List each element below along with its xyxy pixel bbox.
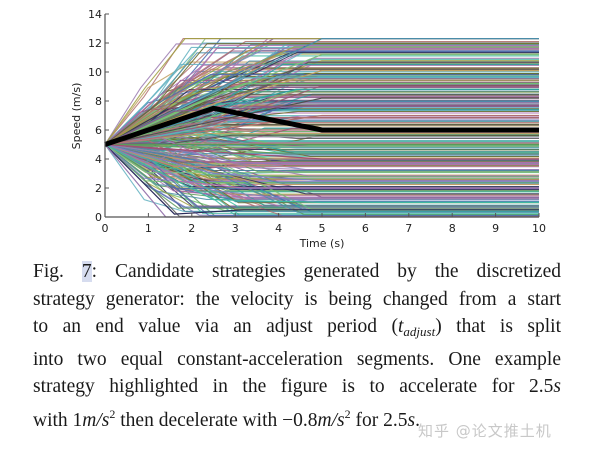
caption-line-2: strategy generator: the velocity is bein… [33, 288, 561, 310]
y-tick-label: 6 [95, 124, 102, 137]
x-tick-label: 6 [362, 222, 369, 235]
strategy-line [104, 143, 539, 182]
math-superscript: 2 [344, 406, 351, 421]
x-tick-label: 4 [275, 222, 282, 235]
math-t: t [397, 316, 404, 337]
y-tick-label: 4 [95, 153, 102, 166]
strategy-line [104, 104, 539, 146]
x-tick-label: 1 [145, 222, 152, 235]
x-tick-label: 5 [319, 222, 326, 235]
strategy-line [104, 143, 539, 155]
candidate-strategy-lines [104, 37, 539, 218]
math-superscript: 2 [109, 406, 116, 421]
caption-line-5: strategy highlighted in the figure is to… [33, 373, 561, 401]
watermark: 知乎 @论文推土机 [418, 422, 552, 440]
y-tick-label: 0 [95, 211, 102, 224]
strategy-line [104, 143, 539, 178]
highlighted-strategy-line [104, 105, 539, 147]
caption-line-1: Fig. 7: Candidate strategies generated b… [33, 258, 561, 286]
caption-text: . [415, 409, 420, 431]
caption-text: with 1 [33, 409, 83, 431]
highlighted-strategy [104, 105, 539, 147]
x-tick-label: 3 [232, 222, 239, 235]
caption-text: then decelerate with −0.8 [115, 409, 318, 431]
y-tick-label: 14 [88, 8, 102, 21]
strategy-line [104, 143, 539, 208]
math-s: s [553, 376, 561, 397]
strategy-line [104, 114, 539, 146]
strategy-line [104, 144, 539, 183]
caption-text: ) that is split [435, 316, 561, 337]
x-axis-label: Time (s) [299, 237, 345, 250]
math-unit: m/s [82, 409, 110, 431]
y-tick-label: 12 [88, 37, 102, 50]
math-subscript-adjust: adjust [403, 324, 436, 339]
caption-text: to an end value via an adjust period ( [33, 316, 398, 337]
strategy-line [104, 143, 539, 213]
math-unit: m/s [317, 409, 345, 431]
strategy-line [104, 144, 539, 181]
x-tick-label: 0 [102, 222, 109, 235]
strategy-line [104, 64, 539, 145]
y-axis-label: Speed (m/s) [70, 83, 83, 150]
y-tick-label: 2 [95, 182, 102, 195]
strategy-line [104, 143, 539, 160]
strategy-line [104, 143, 539, 154]
strategy-line [104, 82, 539, 146]
strategy-line [104, 144, 539, 215]
strategy-line [104, 143, 539, 204]
x-tick-label: 10 [532, 222, 546, 235]
figure-caption: Fig. 7: Candidate strategies generated b… [33, 258, 561, 434]
caption-text: for 2.5 [350, 409, 408, 431]
math-s: s [407, 409, 416, 431]
caption-text: strategy highlighted in the figure is to… [33, 376, 554, 397]
x-tick-label: 8 [449, 222, 456, 235]
caption-line-4: into two equal constant-acceleration seg… [33, 348, 561, 370]
x-tick-label: 7 [405, 222, 412, 235]
strategy-line [104, 81, 539, 145]
strategy-line [104, 53, 539, 146]
strategy-line [104, 144, 539, 174]
fig-label: Fig. [33, 261, 64, 282]
y-tick-label: 10 [88, 66, 102, 79]
strategy-line [104, 37, 539, 146]
y-tick-label: 8 [95, 95, 102, 108]
strategy-chart: 0 1 2 3 4 5 6 7 8 9 10 0 2 4 6 8 10 12 14 Speed (m/s) Time… [70, 8, 546, 250]
x-tick-label: 2 [188, 222, 195, 235]
caption-line-6: with 1m/s2 then decelerate with −0.8m/s2… [33, 401, 561, 435]
strategy-line [104, 43, 539, 145]
strategy-line [104, 143, 539, 184]
x-tick-label: 9 [492, 222, 499, 235]
strategy-line [104, 143, 539, 177]
strategy-line [104, 97, 539, 146]
strategy-line [104, 143, 539, 167]
strategy-line [104, 120, 539, 146]
caption-line-3: to an end value via an adjust period (ta… [33, 313, 561, 346]
fig-number-link[interactable]: 7 [81, 261, 92, 282]
strategy-line [104, 85, 539, 146]
strategy-line [104, 46, 539, 145]
caption-text: : Candidate strategies generated by the … [91, 261, 561, 282]
